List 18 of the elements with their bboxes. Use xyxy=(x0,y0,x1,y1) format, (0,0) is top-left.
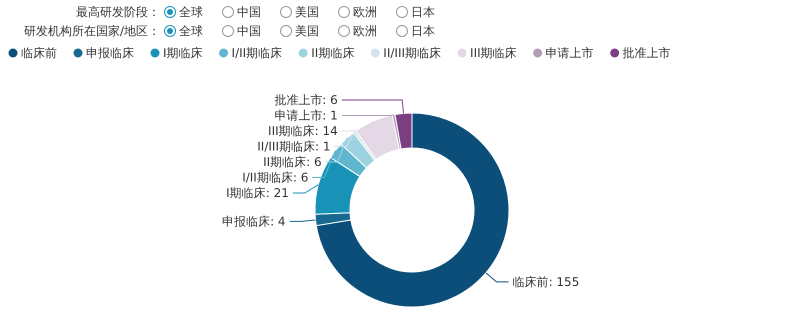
legend-label: I期临床 xyxy=(163,46,203,60)
value-label: II期临床: 6 xyxy=(263,155,322,169)
legend-label: II/III期临床 xyxy=(383,46,442,60)
value-label: II/III期临床: 1 xyxy=(257,140,330,154)
value-label: 申请上市: 1 xyxy=(274,108,338,122)
legend-label: 批准上市 xyxy=(622,46,671,60)
value-label: III期临床: 14 xyxy=(268,124,338,138)
value-label: I期临床: 21 xyxy=(226,186,289,200)
legend-label: 申报临床 xyxy=(86,46,134,60)
legend-label: 申请上市 xyxy=(546,46,594,60)
value-label: 批准上市: 6 xyxy=(274,93,338,107)
legend-label: II期临床 xyxy=(311,46,354,60)
legend-label: III期临床 xyxy=(470,46,517,60)
legend-label: 临床前 xyxy=(21,46,57,60)
value-label: I/II期临床: 6 xyxy=(242,170,308,184)
value-label: 申报临床: 4 xyxy=(222,214,286,228)
value-label: 临床前: 155 xyxy=(512,274,580,289)
legend-label: I/II期临床 xyxy=(232,46,282,60)
